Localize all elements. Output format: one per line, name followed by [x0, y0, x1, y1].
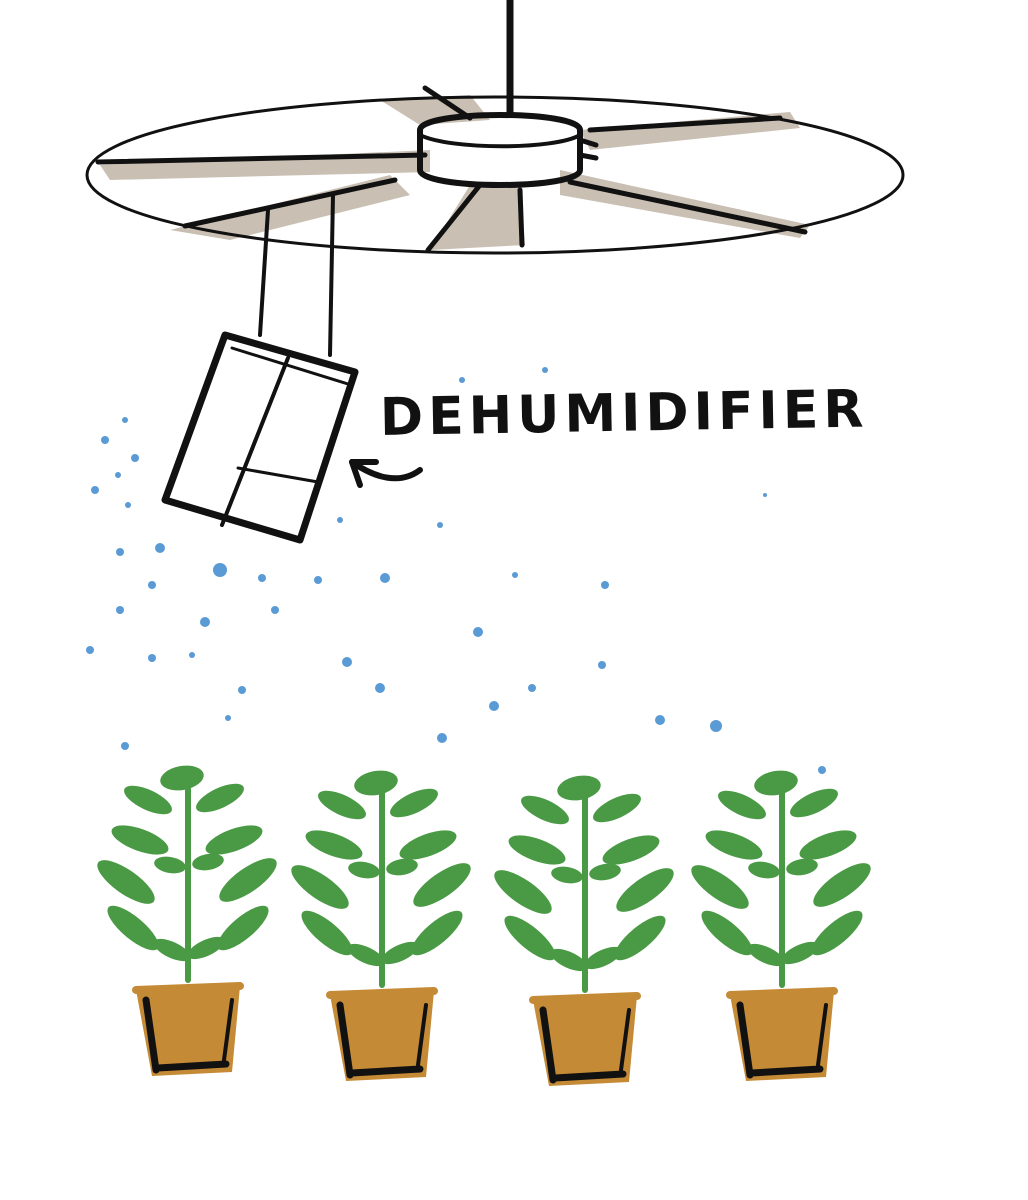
potted-plant-2: [285, 767, 476, 1081]
dehumidifier-body: [161, 331, 359, 544]
hanging-cord-left: [258, 208, 270, 337]
fan-rotation-ring: [85, 95, 905, 255]
hanging-cord-right: [328, 193, 335, 357]
dehumidifier-top-edge: [230, 346, 350, 386]
fan-blade-front: [430, 185, 525, 250]
dehumidifier-label: DEHUMIDIFIER: [379, 379, 869, 448]
plant-row: [91, 762, 876, 1086]
potted-plant-4: [685, 767, 876, 1081]
dehumidifier-unit: [161, 193, 359, 544]
callout-arrow: [349, 459, 423, 488]
dehumidifier-panel-divider: [220, 356, 290, 527]
dehumidifier-panel-line: [236, 466, 320, 484]
fan-motor-hub: [417, 112, 599, 188]
potted-plant-1: [91, 762, 282, 1076]
potted-plant-3: [488, 772, 679, 1086]
fan-blade-outlines: [95, 85, 808, 253]
moisture-droplets: [86, 367, 826, 774]
ceiling-fan: [85, 0, 905, 255]
